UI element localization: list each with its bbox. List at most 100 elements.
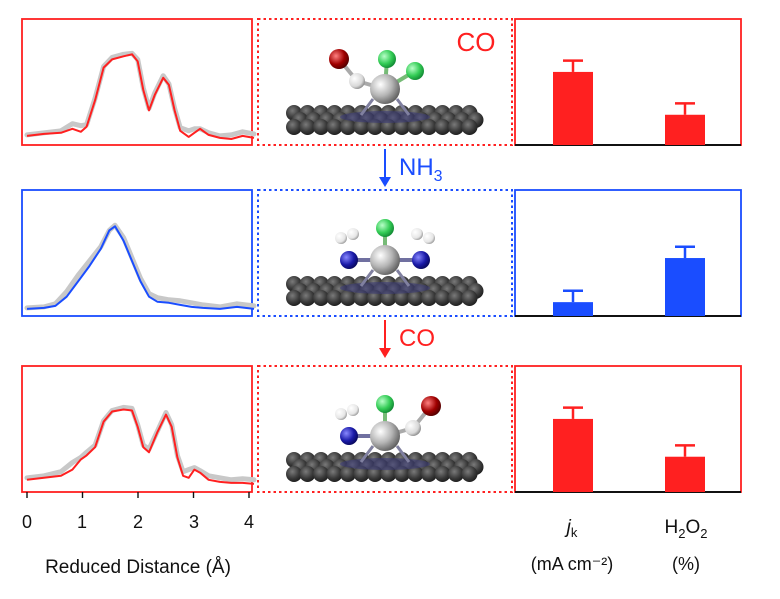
- carbon-atom: [380, 119, 397, 135]
- bar-h2o2: [665, 456, 705, 492]
- carbon-atom: [367, 290, 383, 306]
- carbon-atom: [421, 119, 437, 135]
- x-tick: 1: [77, 512, 87, 532]
- carbon-atom: [394, 466, 410, 482]
- oxygen-atom: [329, 49, 349, 69]
- bar-frame: [514, 365, 742, 493]
- spectrum-frame: [21, 365, 253, 493]
- carbon-atom: [286, 119, 302, 135]
- bond: [395, 445, 411, 463]
- jk-unit: (mA cm⁻²): [531, 554, 614, 574]
- ligand-label: CO: [457, 27, 496, 57]
- spectrum-frame: [21, 18, 253, 146]
- carbon-atom: [461, 466, 478, 482]
- nitrogen-sites: [340, 458, 430, 470]
- bond: [359, 98, 375, 116]
- carbon-ligand-atom: [405, 420, 421, 436]
- bar-h2o2: [665, 114, 705, 145]
- experimental-spectrum: [24, 222, 257, 311]
- carbon-atom: [407, 290, 424, 306]
- carbon-atom: [326, 119, 343, 135]
- nitrogen-sites: [340, 111, 430, 123]
- structure-frame: [257, 18, 513, 146]
- carbon-atom: [340, 466, 356, 482]
- nitrogen-atom: [412, 251, 430, 269]
- carbon-atom: [299, 290, 316, 306]
- hydrogen-atom: [411, 228, 423, 240]
- carbon-atom: [313, 466, 329, 482]
- x-axis-label: Reduced Distance (Å): [45, 557, 231, 578]
- carbon-ligand-atom: [349, 73, 365, 89]
- spectrum-panel-nh3: [21, 189, 257, 317]
- metal-atom: [370, 421, 400, 451]
- fitted-spectrum: [26, 225, 255, 310]
- carbon-atom: [340, 119, 356, 135]
- bar-frame: [514, 189, 742, 317]
- bar-jk: [553, 71, 593, 145]
- carbon-atom: [286, 290, 302, 306]
- x-tick: 0: [22, 512, 32, 532]
- oxygen-atom: [421, 396, 441, 416]
- carbon-atom: [367, 119, 383, 135]
- arrow-label: NH3: [399, 154, 443, 185]
- carbon-atom: [353, 119, 370, 135]
- carbon-atom: [313, 290, 329, 306]
- carbon-atom: [299, 466, 316, 482]
- carbon-atom: [394, 119, 410, 135]
- carbon-atom: [434, 119, 451, 135]
- bar-jk: [553, 418, 593, 492]
- x-tick: 4: [244, 512, 254, 532]
- carbon-atom: [434, 466, 451, 482]
- carbon-atom: [461, 119, 478, 135]
- bar-h2o2: [665, 258, 705, 316]
- carbon-atom: [326, 290, 343, 306]
- carbon-atom: [313, 119, 329, 135]
- metal-atom: [370, 74, 400, 104]
- carbon-atom: [394, 290, 410, 306]
- structure-frame: [257, 189, 513, 317]
- carbon-atom: [448, 290, 464, 306]
- structure-frame: [257, 365, 513, 493]
- h2o2-unit: (%): [672, 554, 700, 574]
- carbon-atom: [340, 290, 356, 306]
- spectrum-frame: [21, 189, 253, 317]
- bar-frame: [514, 18, 742, 146]
- hydrogen-atom: [347, 228, 359, 240]
- hydrogen-atom: [423, 232, 435, 244]
- bar-jk: [553, 302, 593, 316]
- carbon-atom: [353, 466, 370, 482]
- nitrogen-sites: [340, 282, 430, 294]
- arrow-head: [379, 177, 391, 187]
- arrow-head: [379, 348, 391, 358]
- carbon-atom: [434, 290, 451, 306]
- hydrogen-atom: [335, 408, 347, 420]
- transition-arrow-2: CO: [379, 320, 435, 358]
- h2o2-label: H2O2: [665, 517, 708, 541]
- carbon-atom: [448, 466, 464, 482]
- spectrum-panel-co-final: [21, 365, 257, 498]
- x-tick: 2: [133, 512, 143, 532]
- bar-panel-co-final: [514, 365, 742, 493]
- x-tick: 3: [189, 512, 199, 532]
- carbon-atom: [380, 466, 397, 482]
- chlorine-atom: [378, 50, 396, 68]
- chlorine-atom: [376, 219, 394, 237]
- jk-label: jk: [564, 517, 578, 540]
- structure-panel-co-final: [257, 365, 513, 493]
- carbon-atom: [326, 466, 343, 482]
- chlorine-atom: [406, 62, 424, 80]
- hydrogen-atom: [335, 232, 347, 244]
- carbon-atom: [461, 290, 478, 306]
- carbon-atom: [421, 466, 437, 482]
- nitrogen-atom: [340, 251, 358, 269]
- carbon-atom: [380, 290, 397, 306]
- bond: [359, 445, 375, 463]
- bond: [395, 98, 411, 116]
- nitrogen-atom: [340, 427, 358, 445]
- structure-panel-co: CO: [257, 18, 513, 146]
- carbon-atom: [299, 119, 316, 135]
- carbon-atom: [448, 119, 464, 135]
- experimental-spectrum: [24, 404, 257, 483]
- metal-atom: [370, 245, 400, 275]
